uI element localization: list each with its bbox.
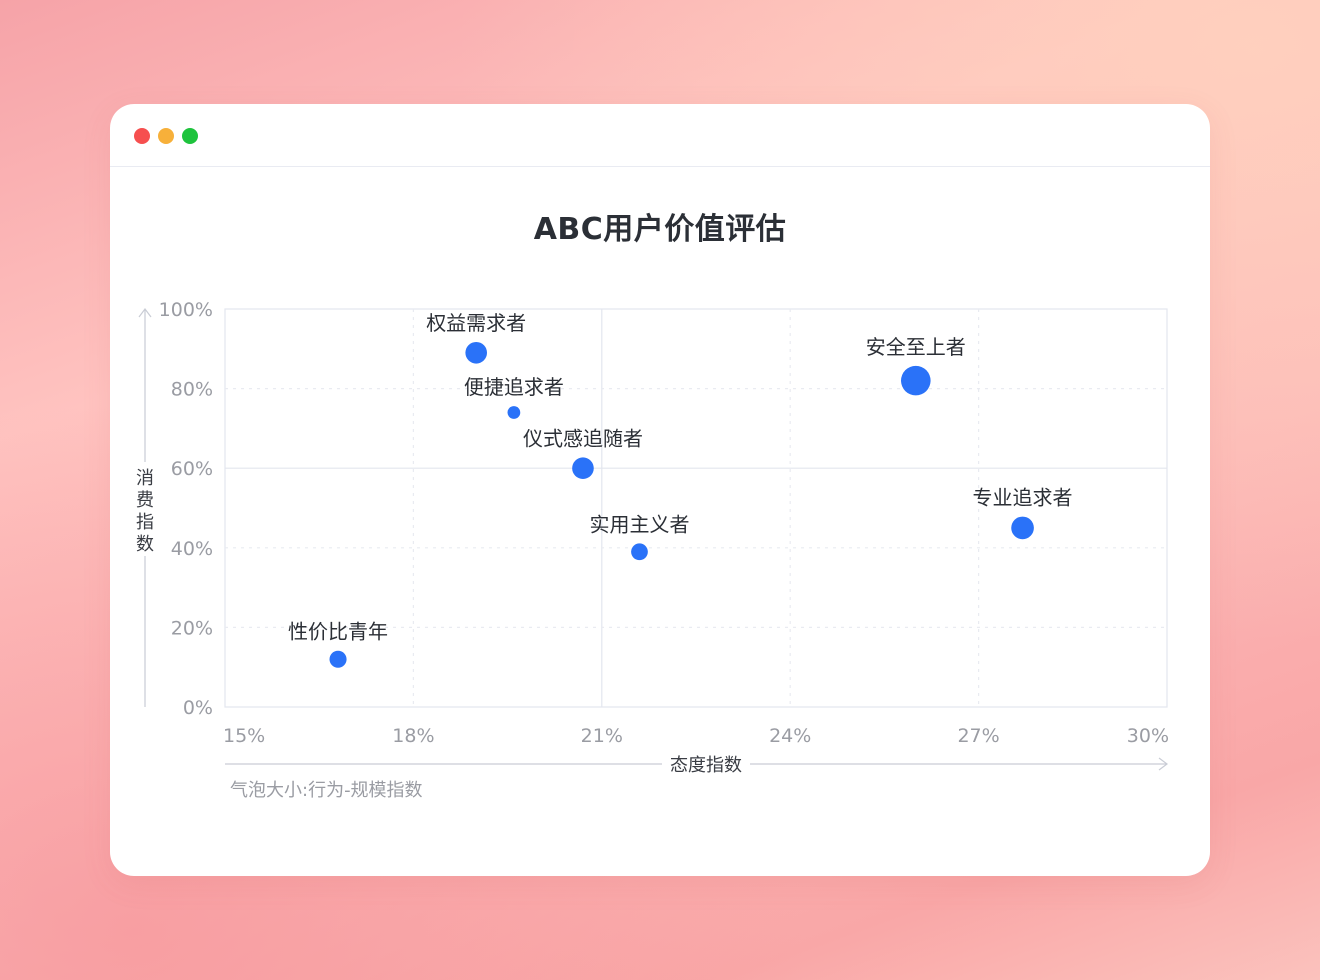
y-tick-label: 20%	[171, 617, 213, 639]
y-tick-label: 100%	[159, 299, 213, 321]
window-titlebar	[110, 104, 1210, 167]
close-dot-icon[interactable]	[134, 128, 150, 144]
chart-window: ABC用户价值评估 15% 18% 21% 24% 27% 30% 0% 20% 40% 60% 8…	[110, 104, 1210, 876]
bubble-point	[329, 650, 347, 668]
minimize-dot-icon[interactable]	[158, 128, 174, 144]
x-axis-label-backdrop	[662, 750, 750, 776]
bubble-label: 便捷追求者	[464, 375, 564, 399]
x-tick-label: 30%	[1127, 725, 1169, 747]
bubble-point	[465, 341, 488, 364]
y-tick-label: 40%	[171, 538, 213, 560]
y-tick-label: 60%	[171, 458, 213, 480]
x-axis-label: 态度指数	[670, 755, 742, 776]
x-tick-label: 18%	[392, 725, 434, 747]
bubble-point	[507, 406, 521, 419]
bubble-point	[901, 365, 931, 396]
bubble-label: 实用主义者	[589, 512, 689, 536]
y-tick-label: 80%	[171, 379, 213, 401]
bubble-chart: 15% 18% 21% 24% 27% 30% 0% 20% 40% 60% 80% 100% 消费指数…	[133, 299, 1169, 776]
x-tick-label: 24%	[769, 725, 811, 747]
bubble-point	[1011, 516, 1034, 540]
maximize-dot-icon[interactable]	[182, 128, 198, 144]
bubble-label: 性价比青年	[288, 620, 388, 644]
y-axis-label-char: 费	[136, 490, 154, 511]
y-axis-label-char: 消	[136, 468, 154, 489]
bubble-label: 专业追求者	[973, 486, 1073, 510]
x-axis-arrow-head-icon	[1158, 757, 1168, 771]
bubble-point	[631, 543, 648, 561]
y-axis-arrow-head-icon	[138, 308, 152, 318]
y-axis-label-backdrop	[133, 462, 157, 556]
bubble-size-note: 气泡大小:行为-规模指数	[230, 780, 423, 801]
y-axis-label-char: 指	[136, 512, 154, 533]
y-axis-label-char: 数	[136, 534, 154, 555]
x-tick-label: 27%	[957, 725, 999, 747]
y-tick-label: 0%	[183, 697, 213, 719]
bubble-point	[572, 457, 594, 480]
x-tick-label: 21%	[581, 725, 623, 747]
chart-title: ABC用户价值评估	[533, 212, 787, 247]
plot-frame	[224, 308, 1168, 708]
bubble-label: 安全至上者	[866, 335, 966, 359]
bubble-label: 权益需求者	[426, 311, 526, 335]
x-tick-label: 15%	[223, 725, 265, 747]
bubble-label: 仪式感追随者	[523, 426, 643, 450]
